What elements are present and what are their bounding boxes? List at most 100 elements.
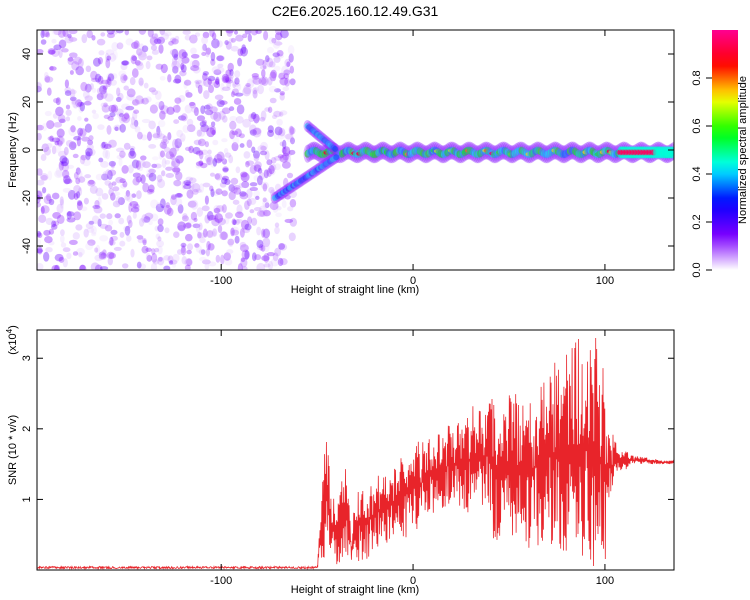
heatmap-cell: [195, 188, 202, 193]
heatmap-cell: [173, 179, 182, 187]
heatmap-cell: [281, 200, 287, 208]
heatmap-cell: [267, 76, 273, 86]
heatmap-cell: [199, 237, 206, 244]
heatmap-cell: [47, 136, 54, 141]
heatmap-cell: [270, 156, 277, 164]
heatmap-cell: [274, 222, 280, 228]
heatmap-cell: [169, 147, 177, 158]
heatmap-cell: [264, 202, 270, 209]
heatmap-cell: [171, 60, 181, 70]
heatmap-cell: [232, 219, 237, 226]
heatmap-cell: [262, 197, 267, 203]
heatmap-cell: [284, 218, 294, 223]
heatmap-cell: [161, 32, 170, 41]
heatmap-cell: [226, 249, 234, 255]
heatmap-cell: [108, 252, 116, 259]
heatmap-cell: [40, 153, 47, 162]
heatmap-cell: [76, 191, 81, 199]
heatmap-cell: [105, 169, 112, 179]
heatmap-cell: [245, 160, 255, 166]
heatmap-cell: [236, 204, 243, 215]
heatmap-cell: [195, 223, 201, 233]
heatmap-cell: [76, 247, 85, 256]
heatmap-cell: [192, 223, 201, 229]
heatmap-cell: [131, 55, 138, 62]
heatmap-cell: [244, 250, 250, 260]
heatmap-cell: [101, 249, 107, 260]
heatmap-cell: [232, 199, 240, 205]
heatmap-cell: [117, 92, 124, 101]
heatmap-cell: [237, 263, 244, 270]
heatmap-cell: [154, 90, 162, 101]
heatmap-cell: [108, 182, 113, 190]
heatmap-cell: [173, 53, 179, 61]
heatmap-cell: [48, 240, 55, 246]
heatmap-cell: [253, 164, 262, 172]
heatmap-cell: [229, 120, 237, 130]
heatmap-cell: [264, 150, 270, 161]
heatmap-cell: [181, 113, 188, 122]
heatmap-cell: [112, 50, 118, 61]
snr-x-label: Height of straight line (km): [291, 584, 419, 596]
heatmap-cell: [126, 94, 135, 101]
heatmap-cell: [103, 143, 112, 150]
heatmap-cell: [77, 127, 84, 137]
heatmap-cell: [189, 34, 198, 44]
heatmap-cell: [146, 254, 153, 262]
heatmap-cell: [104, 224, 113, 232]
heatmap-cell: [88, 220, 95, 225]
heatmap-cell: [148, 172, 157, 182]
heatmap-cell: [267, 106, 273, 113]
heatmap-cell: [51, 137, 61, 143]
heatmap-cell: [186, 124, 196, 133]
colorbar-ticks: 0.0 0.2 0.4 0.6 0.8: [691, 70, 712, 278]
heatmap-cell: [178, 115, 187, 121]
heatmap-cell: [229, 69, 234, 77]
heatmap-cell: [50, 223, 58, 230]
heatmap-cell: [46, 120, 55, 130]
heatmap-cell: [212, 228, 218, 237]
heatmap-cell: [160, 138, 170, 145]
heatmap-cell: [272, 39, 281, 49]
heatmap-cell: [272, 52, 280, 58]
heatmap-cell: [64, 86, 72, 94]
heatmap-cell: [151, 163, 158, 168]
heatmap-cell: [184, 233, 193, 242]
heatmap-cell: [76, 201, 83, 211]
heatmap-cell: [240, 257, 248, 268]
heatmap-cell: [228, 241, 234, 247]
heatmap-cell: [207, 215, 217, 220]
heatmap-cell: [193, 108, 198, 116]
heatmap-cell: [131, 41, 139, 49]
heatmap-cell: [47, 48, 56, 55]
heatmap-cell: [137, 160, 146, 168]
heatmap-cell: [252, 87, 258, 95]
heatmap-cell: [255, 58, 265, 66]
heatmap-cell: [141, 214, 148, 224]
heatmap-cell: [209, 185, 214, 192]
heatmap-cell: [136, 190, 142, 200]
heatmap-cell: [113, 246, 122, 251]
heatmap-cell: [250, 112, 257, 120]
heatmap-cell: [37, 49, 44, 54]
figure-title: C2E6.2025.160.12.49.G31: [272, 3, 439, 19]
heatmap-cell: [118, 157, 123, 167]
heatmap-cell: [146, 188, 153, 196]
heatmap-cell: [114, 213, 121, 219]
heatmap-cell: [274, 88, 281, 93]
heatmap-cell: [56, 135, 64, 146]
heatmap-cell: [108, 139, 117, 148]
heatmap-cell: [279, 154, 289, 163]
heatmap-cell: [100, 160, 109, 168]
heatmap-cell: [236, 104, 245, 115]
heatmap-cell: [171, 167, 181, 173]
heatmap-cell: [126, 215, 132, 224]
heatmap-cell: [221, 190, 228, 197]
heatmap-cell: [222, 167, 229, 172]
heatmap-cell: [267, 168, 276, 176]
heatmap-cell: [284, 58, 291, 68]
heatmap-cell: [51, 220, 57, 228]
heatmap-cell: [202, 43, 207, 52]
heatmap-cell: [144, 212, 154, 220]
heatmap-cell: [118, 70, 127, 78]
